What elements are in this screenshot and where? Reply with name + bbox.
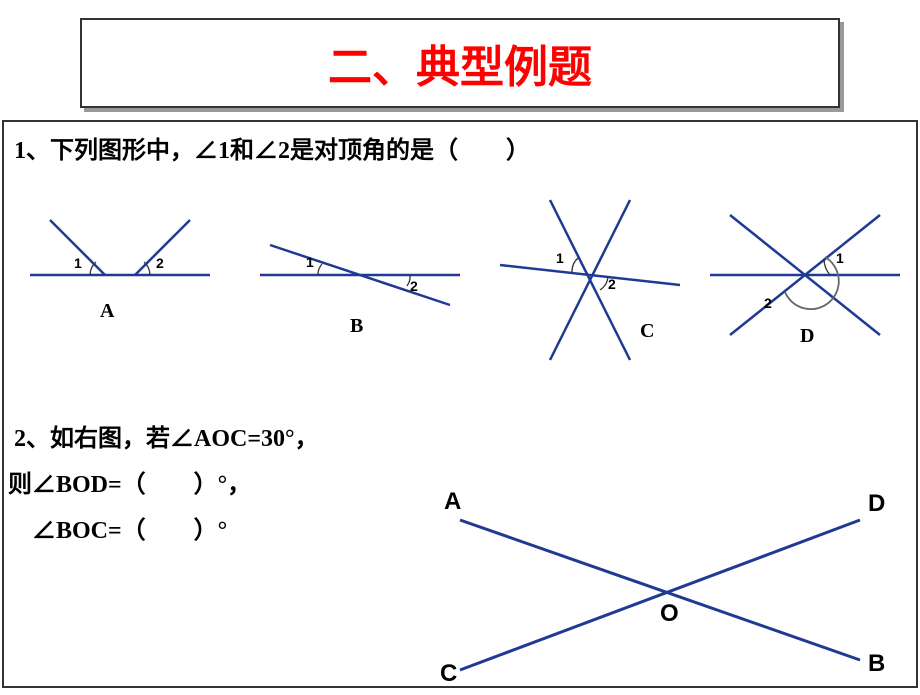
question-2-line2: 则∠BOD=（ ）°， xyxy=(8,464,251,499)
diagram-c-svg xyxy=(490,190,690,370)
b-num1: 1 xyxy=(306,254,314,270)
d-num2: 2 xyxy=(764,295,772,311)
diagram-a: 1 2 A xyxy=(20,200,220,320)
d-num1: 1 xyxy=(836,250,844,266)
label-c: C xyxy=(640,320,654,343)
diagram-a-svg xyxy=(20,200,220,320)
label-d: D xyxy=(800,325,814,348)
pt-A: A xyxy=(444,488,461,516)
a-num2: 2 xyxy=(156,255,164,271)
page-title: 二、典型例题 xyxy=(328,31,592,95)
pt-B: B xyxy=(868,650,885,678)
figure-q2-svg xyxy=(400,460,900,690)
diagram-c: 1 2 C xyxy=(490,190,690,370)
question-2-line1: 2、如右图，若∠AOC=30°， xyxy=(14,418,319,453)
diagrams-row: 1 2 A 1 2 B 1 2 C xyxy=(0,200,920,380)
diagram-b-svg xyxy=(250,210,470,330)
diagram-b: 1 2 B xyxy=(250,210,470,330)
c-num1: 1 xyxy=(556,250,564,266)
c-num2: 2 xyxy=(608,276,616,292)
question-2-line3: ∠BOC=（ ）° xyxy=(8,510,227,545)
pt-D: D xyxy=(868,490,885,518)
pt-O: O xyxy=(660,600,679,628)
label-a: A xyxy=(100,300,114,323)
question-1: 1、下列图形中，∠1和∠2是对顶角的是（ ） xyxy=(14,130,530,165)
diagram-d: 1 2 D xyxy=(700,195,910,355)
pt-C: C xyxy=(440,660,457,688)
title-box: 二、典型例题 xyxy=(80,18,840,108)
label-b: B xyxy=(350,315,363,338)
a-num1: 1 xyxy=(74,255,82,271)
b-num2: 2 xyxy=(410,278,418,294)
figure-q2: A D C B O xyxy=(400,460,900,690)
